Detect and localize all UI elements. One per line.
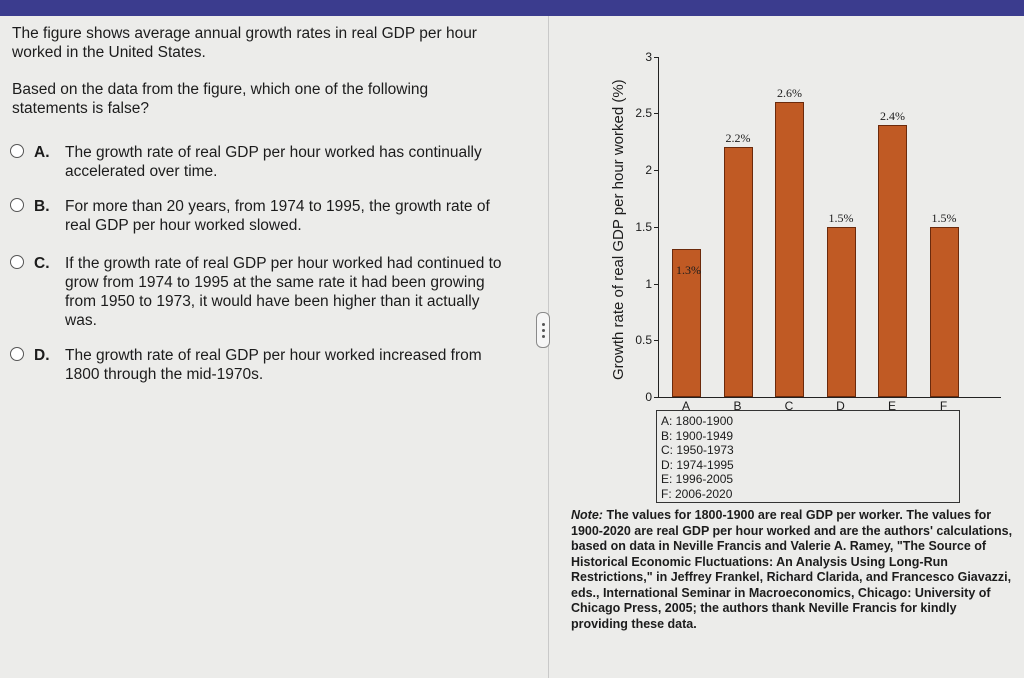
option-text: The growth rate of real GDP per hour wor… xyxy=(65,347,482,383)
x-category-label: C xyxy=(784,399,794,413)
y-tick-label: 1.5 xyxy=(635,219,652,234)
figure-note: Note: The values for 1800-1900 are real … xyxy=(571,508,1016,632)
pane-resize-handle[interactable] xyxy=(536,312,550,348)
bar-a xyxy=(672,249,701,397)
y-tick xyxy=(654,340,659,342)
growth-rate-bar-chart: Growth rate of real GDP per hour worked … xyxy=(600,45,1020,510)
bar-f xyxy=(929,226,959,397)
y-tick-label: 2 xyxy=(645,163,652,177)
option-letter: A. xyxy=(34,144,50,161)
y-tick-label: 0.5 xyxy=(635,333,652,348)
question-intro: The figure shows average annual growth r… xyxy=(12,25,477,61)
legend-item: A: 1800-1900 xyxy=(661,414,734,428)
bar-value-label: 2.6% xyxy=(777,85,802,100)
y-tick-label: 2.5 xyxy=(635,106,652,121)
x-category-label: E xyxy=(887,399,896,413)
x-category-label: A xyxy=(681,399,690,413)
bar-d xyxy=(826,226,856,397)
x-axis-line xyxy=(658,397,1001,398)
option-text: For more than 20 years, from 1974 to 199… xyxy=(65,198,490,234)
y-tick xyxy=(654,226,659,228)
x-category-label: F xyxy=(939,399,948,413)
bar-b xyxy=(723,147,753,397)
option-text: The growth rate of real GDP per hour wor… xyxy=(65,144,482,180)
y-tick-label: 0 xyxy=(645,390,652,404)
option-letter: D. xyxy=(34,347,50,364)
option-letter: C. xyxy=(34,255,50,272)
bar-value-label: 1.5% xyxy=(828,210,854,225)
note-label: Note: xyxy=(571,508,603,522)
bar-value-label: 2.4% xyxy=(880,108,905,123)
legend-item: F: 2006-2020 xyxy=(661,486,733,501)
x-category-label: D xyxy=(836,399,845,413)
bar-e xyxy=(878,124,907,397)
y-tick xyxy=(654,170,659,171)
question-prompt: Based on the data from the figure, which… xyxy=(12,81,429,117)
pane-divider xyxy=(548,16,549,678)
y-tick-label: 1 xyxy=(645,276,652,291)
y-tick xyxy=(654,283,659,285)
period-legend: A: 1800-1900 B: 1900-1949 C: 1950-1973 D… xyxy=(656,410,960,503)
option-letter: B. xyxy=(34,198,50,215)
y-tick xyxy=(654,56,659,58)
handle-dot-icon xyxy=(541,334,545,338)
legend-item: D: 1974-1995 xyxy=(661,457,734,472)
radio-button[interactable] xyxy=(10,198,24,212)
x-category-label: B xyxy=(733,399,742,413)
legend-item: B: 1900-1949 xyxy=(661,428,734,443)
bar-c xyxy=(775,101,804,397)
y-tick-label: 3 xyxy=(645,49,652,64)
bar-value-label: 1.3% xyxy=(676,263,701,278)
option-text: If the growth rate of real GDP per hour … xyxy=(65,255,502,329)
handle-dot-icon xyxy=(541,322,545,326)
y-tick xyxy=(654,113,659,115)
legend-item: E: 1996-2005 xyxy=(661,472,734,486)
radio-button[interactable] xyxy=(10,347,24,361)
bar-value-label: 2.2% xyxy=(725,131,751,146)
radio-button[interactable] xyxy=(10,144,24,158)
note-text: The values for 1800-1900 are real GDP pe… xyxy=(571,508,1013,631)
y-tick xyxy=(654,397,659,398)
legend-item: C: 1950-1973 xyxy=(661,443,734,457)
bar-value-label: 1.5% xyxy=(931,210,957,225)
radio-button[interactable] xyxy=(10,255,24,269)
handle-dot-icon xyxy=(541,328,545,332)
top-bar xyxy=(0,0,1024,16)
